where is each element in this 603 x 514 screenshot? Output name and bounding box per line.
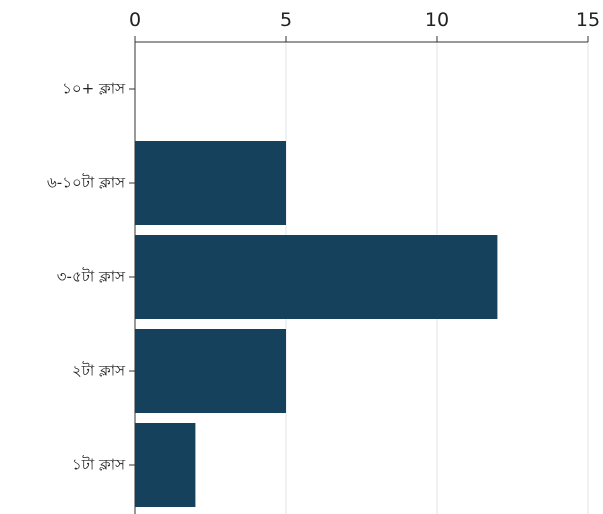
category-label-2: ৩-৫টা ক্লাস — [57, 268, 126, 286]
category-label-1: ৬-১০টা ক্লাস — [47, 174, 126, 192]
x-tick-label-1: 5 — [280, 9, 292, 31]
bar-4[interactable] — [135, 423, 196, 507]
x-axis-ticks: 0 5 10 15 — [129, 9, 600, 42]
category-label-0: ১০+ ক্লাস — [62, 80, 126, 98]
x-tick-label-0: 0 — [129, 9, 141, 31]
x-tick-label-3: 15 — [576, 9, 600, 31]
y-axis-ticks: ১০+ ক্লাস ৬-১০টা ক্লাস ৩-৫টা ক্লাস ২টা ক্লা… — [47, 80, 135, 474]
bar-1[interactable] — [135, 141, 286, 225]
x-tick-label-2: 10 — [425, 9, 449, 31]
bars — [135, 141, 498, 507]
bar-2[interactable] — [135, 235, 498, 319]
bar-3[interactable] — [135, 329, 286, 413]
category-label-4: ১টা ক্লাস — [72, 456, 126, 474]
axes — [134, 41, 588, 514]
category-label-3: ২টা ক্লাস — [72, 362, 126, 380]
